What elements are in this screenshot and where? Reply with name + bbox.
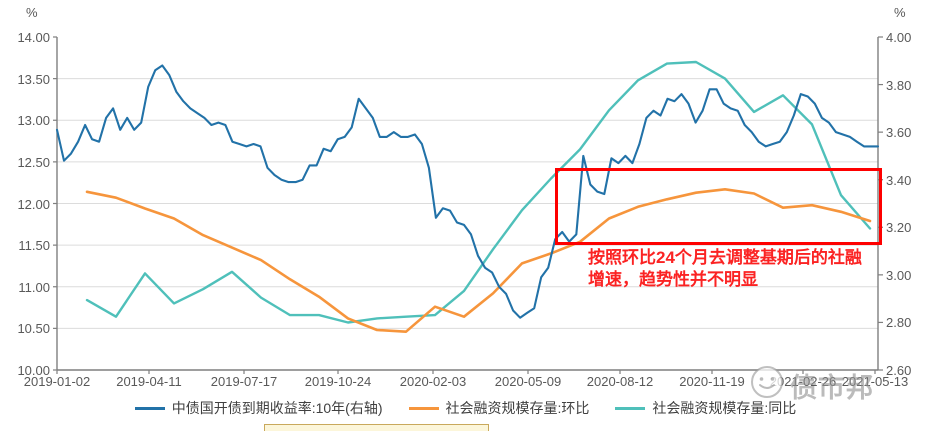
legend-item-mom: 社会融资规模存量:环比 [408,398,590,418]
left-axis-unit-label: % [26,5,38,20]
y-left-tick-label: 13.00 [17,113,50,129]
y-left-tick-label: 11.00 [18,279,50,295]
y-right-tick-label: 2.60 [886,363,912,378]
y-right-tick-label: 3.20 [886,220,912,236]
x-tick-label: 2019-10-24 [304,374,372,389]
chart-legend: 中债国开债到期收益率:10年(右轴) 社会融资规模存量:环比 社会融资规模存量:… [0,398,931,418]
mom-line-swatch-icon [408,406,439,410]
y-left-tick-label: 10.00 [17,363,50,378]
y-right-tick-label: 3.00 [886,267,912,283]
series-line-yield [55,64,880,319]
y-left-tick-label: 13.50 [17,71,50,87]
annotation-line-1: 按照环比24个月去调整基期后的社融 [588,248,862,267]
annotation-line-2: 增速，趋势性并不明显 [588,270,758,289]
x-tick-label: 2019-01-02 [23,374,91,389]
series-line-mom [85,188,872,334]
x-tick-label: 2020-08-12 [586,374,654,389]
y-right-tick-label: 3.60 [886,125,912,141]
legend-item-yoy: 社会融资规模存量:同比 [615,398,796,418]
clipped-tooltip-box [264,424,489,431]
y-right-tick-label: 4.00 [886,30,912,45]
y-left-tick-label: 12.00 [17,196,50,212]
y-left-tick-label: 12.50 [17,154,50,170]
legend-item-yield: 中债国开债到期收益率:10年(右轴) [134,398,383,418]
x-tick-label: 2021-02-26 [769,374,837,389]
y-left-tick-label: 10.50 [17,321,50,337]
x-tick-label: 2020-11-19 [679,374,745,389]
annotation-text: 按照环比24个月去调整基期后的社融 增速，趋势性并不明显 [588,247,908,291]
legend-label-yield: 中债国开债到期收益率:10年(右轴) [171,400,383,416]
legend-label-mom: 社会融资规模存量:环比 [445,400,590,416]
y-right-tick-label: 3.80 [886,77,912,93]
right-axis-unit-label: % [894,5,906,20]
y-left-tick-label: 14.00 [17,30,50,45]
y-left-tick-label: 11.50 [18,238,50,254]
x-tick-label: 2020-02-03 [399,374,467,389]
x-tick-label: 2019-07-17 [210,374,278,389]
x-tick-label: 2021-05-13 [841,374,909,389]
yoy-line-swatch-icon [615,406,646,410]
y-right-tick-label: 3.40 [886,172,912,188]
yield-line-swatch-icon [134,406,165,410]
annotation-highlight-box [555,168,882,245]
x-tick-label: 2020-05-09 [494,374,562,389]
x-tick-label: 2019-04-11 [116,374,182,389]
y-right-tick-label: 2.80 [886,315,912,331]
legend-label-yoy: 社会融资规模存量:同比 [652,400,797,416]
series-line-yoy [85,60,872,324]
